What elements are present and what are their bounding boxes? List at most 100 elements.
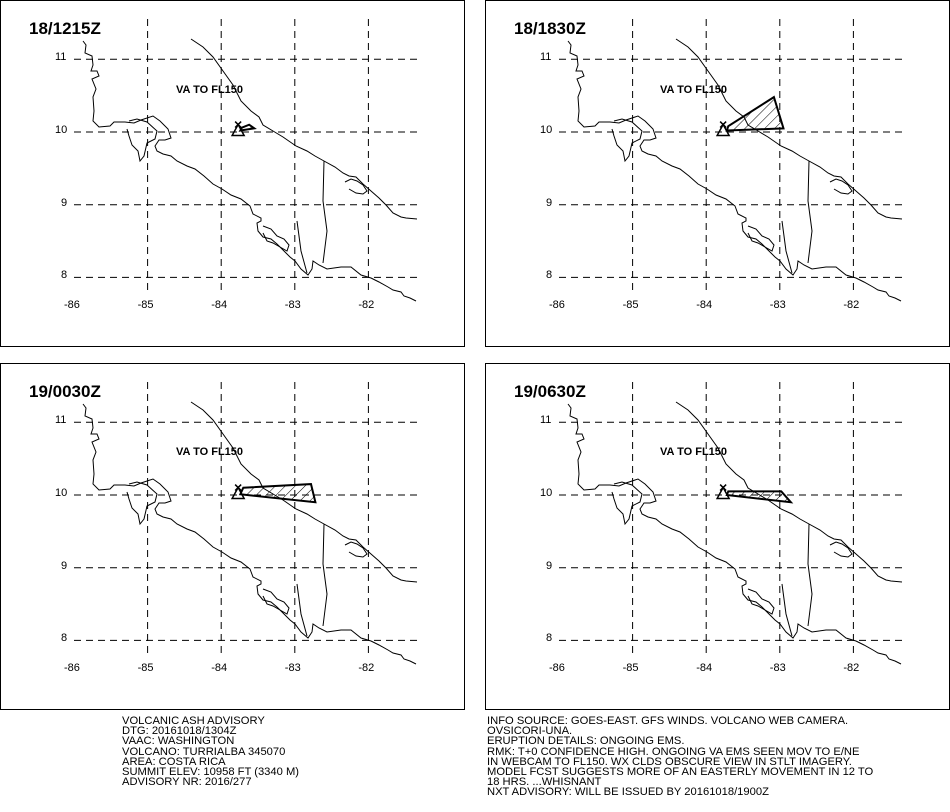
volcano-triangle-icon [230,122,246,137]
longitude-tick-label: -83 [284,662,301,674]
volcano-cross-icon [234,484,242,492]
ash-cloud-polygon [238,483,317,504]
longitude-tick-label: -82 [358,299,375,311]
longitude-tick-label: -84 [211,662,228,674]
ash-cloud-polygon [725,95,785,132]
longitude-tick-label: -82 [358,662,375,674]
latitude-tick-label: 11 [55,51,67,64]
volcano-cross-icon [234,121,242,129]
volcano-triangle-icon [715,122,731,137]
border-line [296,583,308,637]
longitude-tick-label: -83 [284,299,301,311]
panel-time-label: 18/1830Z [514,19,586,38]
advisory-right-line: INFO SOURCE: GOES-EAST. GFS WINDS. VOLCA… [487,715,849,727]
latitude-tick-label: 10 [540,487,553,499]
bocas-islands-outline [344,178,368,195]
longitude-tick-label: -82 [843,662,860,674]
longitude-tick-label: -84 [696,299,713,311]
advisory-left-line: VOLCANO: TURRIALBA 345070 [122,745,286,758]
ash-level-label: VA TO FL150 [660,84,728,96]
advisory-left-line: ADVISORY NR: 2016/277 [122,776,252,789]
nicoya-gulf-outline [611,481,643,526]
osa-peninsula-outline [262,225,290,252]
panel-time-label: 19/0030Z [29,382,101,401]
map-panel-4: 19/0630Z VA TO FL150 11 10 9 8 -86 -85 -84 -83 -… [485,363,950,710]
coastline-pacific [567,40,902,302]
advisory-left-line: VOLCANIC ASH ADVISORY [122,715,265,727]
advisory-left-line: SUMMIT ELEV: 10958 FT (3340 M) [122,766,299,779]
advisory-header-text: VOLCANIC ASH ADVISORY DTG: 20161018/1304Z… [122,715,299,789]
border-line [807,160,813,264]
latitude-tick-label: 8 [546,269,553,282]
latitude-tick-label: 11 [55,414,67,427]
advisory-right-line: RMK: T+0 CONFIDENCE HIGH. ONGOING VA EMS… [487,745,860,758]
longitude-tick-label: -85 [622,662,639,674]
map-canvas [559,19,904,302]
advisory-right-line: OVSICORI-UNA. [487,725,573,738]
nicoya-gulf-outline [126,481,158,526]
longitude-tick-label: -86 [549,662,565,674]
map-panel-3: 19/0030Z VA TO FL150 11 10 9 8 -86 -85 -84 -83 -… [0,363,465,710]
volcano-triangle-icon [715,485,731,500]
advisory-right-line: ERUPTION DETAILS: ONGOING EMS. [487,735,685,748]
border-line [296,220,308,274]
bocas-islands-outline [829,178,853,195]
advisory-right-line: IN WEBCAM TO FL150. WX CLDS OBSCURE VIEW… [487,755,852,768]
nicoya-gulf-outline [126,118,158,163]
bocas-islands-outline [344,541,368,558]
border-line [781,220,793,274]
map-panel-1: 18/1215Z VA TO FL150 11 10 9 8 -86 -85 -84 -83 -… [0,0,465,347]
coastline-pacific [567,403,902,665]
coastline-caribbean [675,38,903,220]
bocas-islands-outline [829,541,853,558]
map-canvas [74,19,419,302]
ash-level-label: VA TO FL150 [176,446,244,458]
advisory-left-line: DTG: 20161018/1304Z [122,725,237,738]
border-line [322,523,328,627]
ash-level-label: VA TO FL150 [176,84,244,96]
longitude-tick-label: -86 [64,299,80,311]
map-canvas [559,382,904,665]
latitude-tick-label: 11 [540,414,552,427]
latitude-tick-label: 9 [61,559,68,572]
advisory-right-line: 18 HRS. ...WHISNANT [487,776,602,789]
latitude-tick-label: 8 [61,632,68,645]
osa-peninsula-outline [747,225,775,252]
panel-time-label: 18/1215Z [29,19,101,38]
advisory-right-line: MODEL FCST SUGGESTS MORE OF AN EASTERLY … [487,766,874,779]
longitude-tick-label: -83 [769,662,786,674]
latitude-tick-label: 10 [55,124,68,136]
nicoya-gulf-outline [611,118,643,163]
coastline-caribbean [190,401,418,583]
map-canvas [74,382,419,665]
coastline-pacific [82,403,417,665]
latitude-tick-label: 9 [61,196,68,209]
latitude-tick-label: 10 [540,124,553,136]
advisory-left-line: VAAC: WASHINGTON [122,735,235,748]
advisory-right-line: NXT ADVISORY: WILL BE ISSUED BY 20161018… [487,786,769,799]
latitude-tick-label: 11 [540,51,552,64]
longitude-tick-label: -83 [769,299,786,311]
latitude-tick-label: 8 [61,269,68,282]
ash-cloud-polygon [238,123,257,132]
longitude-tick-label: -86 [64,662,80,674]
osa-peninsula-outline [747,588,775,615]
latitude-tick-label: 9 [546,559,553,572]
border-line [322,160,328,264]
longitude-tick-label: -84 [211,299,228,311]
osa-peninsula-outline [262,588,290,615]
longitude-tick-label: -85 [137,662,154,674]
latitude-tick-label: 10 [55,487,68,499]
longitude-tick-label: -85 [137,299,154,311]
longitude-tick-label: -85 [622,299,639,311]
advisory-remarks-text: INFO SOURCE: GOES-EAST. GFS WINDS. VOLCA… [487,715,874,799]
border-line [781,583,793,637]
panel-time-label: 19/0630Z [514,382,586,401]
longitude-tick-label: -86 [549,299,565,311]
coastline-caribbean [675,401,903,583]
volcano-cross-icon [719,484,727,492]
longitude-tick-label: -82 [843,299,860,311]
ash-cloud-polygon [725,490,794,504]
map-panel-2: 18/1830Z VA TO FL150 11 10 9 8 -86 -85 -84 -83 -… [485,0,950,347]
coastline-pacific [82,40,417,302]
